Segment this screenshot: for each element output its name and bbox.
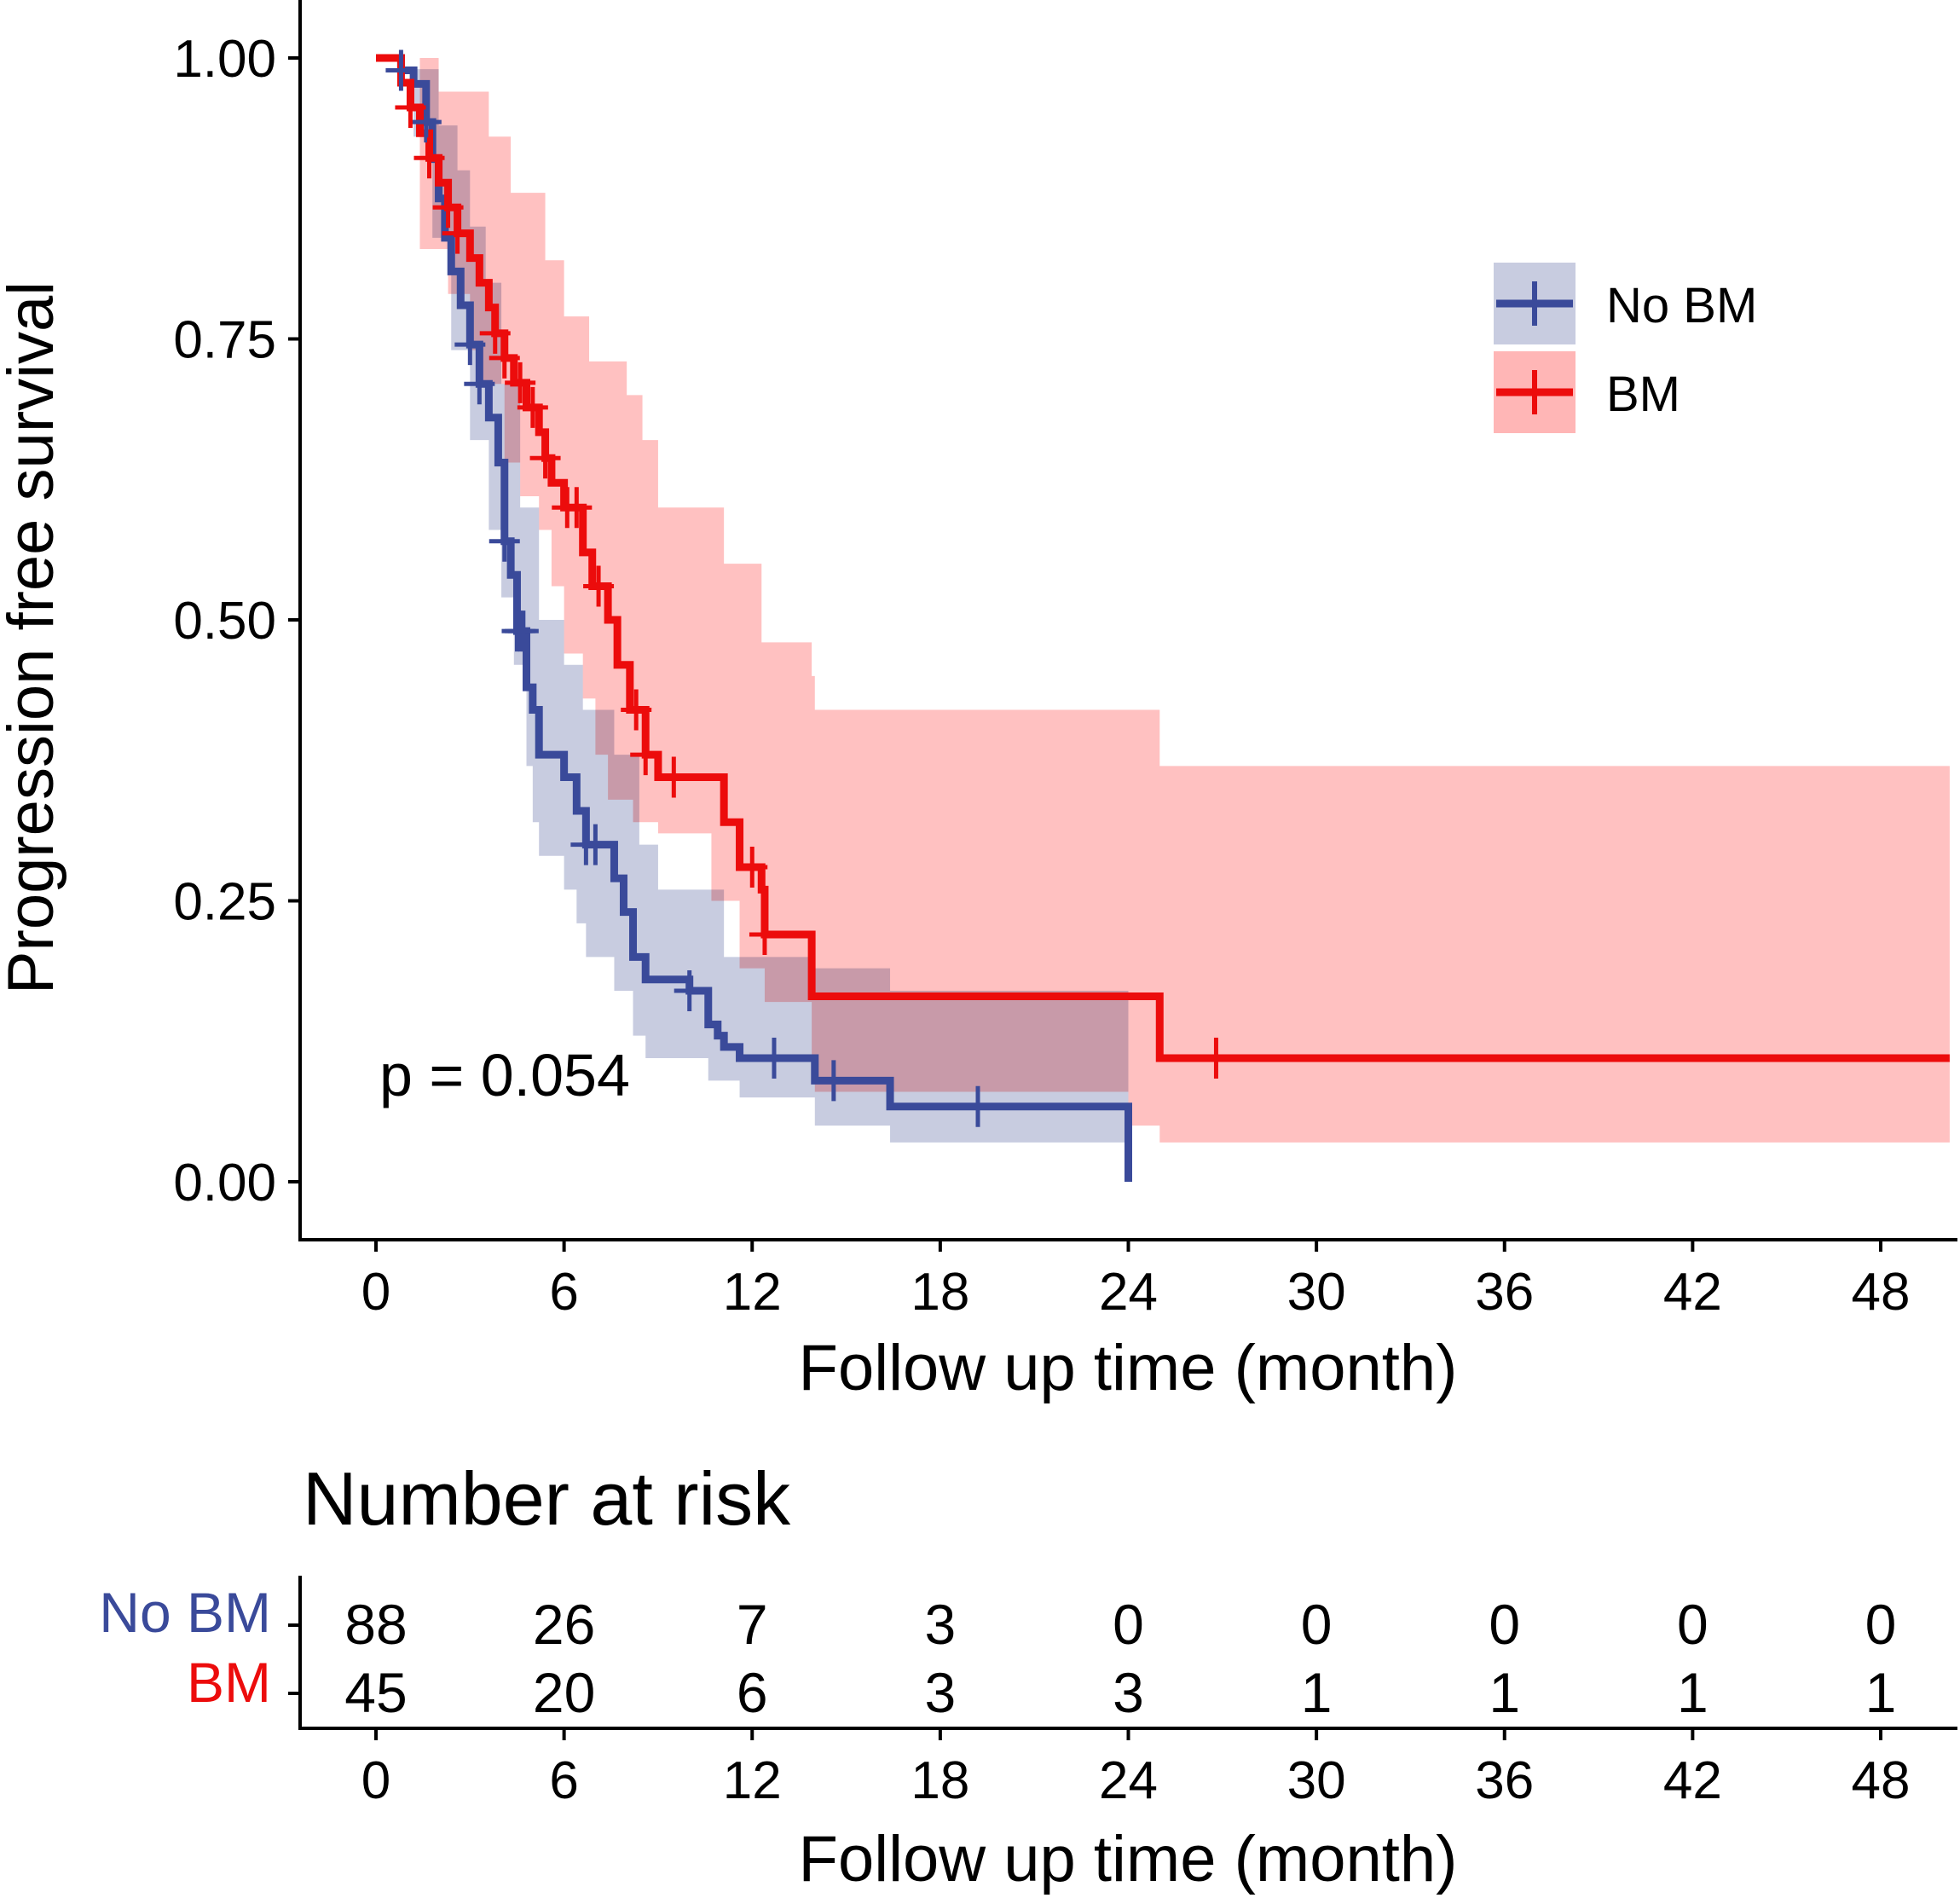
main-y-tick-label: 1.00 (173, 30, 276, 89)
main-x-tick-label: 30 (1287, 1263, 1346, 1322)
risk-row-label-no-bm: No BM (99, 1581, 271, 1644)
risk-x-tick-label: 0 (361, 1751, 390, 1810)
main-axes: 0.00 0.25 0.50 0.75 1.00 0 6 12 18 24 30 36 42 48 (173, 0, 1957, 1322)
risk-row-label-bm: BM (187, 1651, 271, 1714)
risk-x-tick-label: 6 (549, 1751, 578, 1810)
risk-cell-no-bm: 0 (1301, 1593, 1333, 1656)
legend: No BM BM (1494, 263, 1757, 433)
risk-cells: 88 26 7 3 0 0 0 0 045 20 6 3 3 1 1 1 1 (344, 1593, 1896, 1724)
main-x-axis-title: Follow up time (month) (799, 1332, 1458, 1404)
risk-cell-bm: 45 (344, 1661, 407, 1724)
risk-x-tick-label: 12 (723, 1751, 782, 1810)
risk-cell-no-bm: 88 (344, 1593, 407, 1656)
risk-cell-bm: 3 (925, 1661, 957, 1724)
main-x-tick-label: 6 (549, 1263, 578, 1322)
main-x-tick-label: 42 (1663, 1263, 1722, 1322)
risk-x-tick-label: 36 (1475, 1751, 1534, 1810)
main-y-tick-label: 0.50 (173, 592, 276, 651)
risk-axes: 0 6 12 18 24 30 36 42 48 (288, 1576, 1957, 1810)
main-y-axis-title: Progression free survival (0, 281, 67, 994)
ci-band-bm (376, 58, 1950, 1143)
risk-cell-no-bm: 26 (533, 1593, 595, 1656)
main-x-tick-label: 48 (1852, 1263, 1911, 1322)
risk-x-axis-title: Follow up time (month) (799, 1823, 1458, 1895)
km-plot: 0.00 0.25 0.50 0.75 1.00 0 6 12 18 24 30 36 42 48 p =… (0, 0, 1957, 1404)
risk-cell-no-bm: 0 (1677, 1593, 1708, 1656)
main-x-tick-label: 12 (723, 1263, 782, 1322)
main-y-tick-label: 0.25 (173, 873, 276, 932)
risk-cell-no-bm: 7 (737, 1593, 768, 1656)
risk-x-tick-label: 24 (1099, 1751, 1158, 1810)
risk-table-title: Number at risk (303, 1456, 791, 1541)
legend-label-bm: BM (1606, 367, 1680, 422)
risk-x-tick-label: 42 (1663, 1751, 1722, 1810)
risk-cell-bm: 3 (1113, 1661, 1144, 1724)
risk-cell-bm: 6 (737, 1661, 768, 1724)
risk-cell-bm: 1 (1489, 1661, 1520, 1724)
risk-cell-bm: 20 (533, 1661, 595, 1724)
main-x-tick-label: 24 (1099, 1263, 1158, 1322)
main-x-tick-label: 18 (911, 1263, 969, 1322)
risk-cell-no-bm: 0 (1489, 1593, 1520, 1656)
risk-cell-no-bm: 0 (1865, 1593, 1897, 1656)
risk-cell-bm: 1 (1677, 1661, 1708, 1724)
legend-label-no-bm: No BM (1606, 278, 1757, 333)
main-x-tick-label: 0 (361, 1263, 390, 1322)
risk-x-tick-label: 18 (911, 1751, 969, 1810)
censor-marks (385, 49, 1232, 1127)
risk-cell-bm: 1 (1301, 1661, 1333, 1724)
p-value-annotation: p = 0.054 (379, 1042, 630, 1108)
main-x-tick-label: 36 (1475, 1263, 1534, 1322)
main-y-tick-label: 0.00 (173, 1154, 276, 1212)
risk-x-tick-label: 30 (1287, 1751, 1346, 1810)
confidence-bands (376, 58, 1950, 1143)
risk-x-tick-label: 48 (1852, 1751, 1911, 1810)
main-y-tick-label: 0.75 (173, 311, 276, 370)
ci-band-no-bm (376, 58, 1129, 1143)
risk-cell-no-bm: 3 (925, 1593, 957, 1656)
risk-table: Number at risk No BM BM 88 26 7 3 0 0 0 0 045 20 6… (99, 1456, 1957, 1895)
risk-cell-no-bm: 0 (1113, 1593, 1144, 1656)
risk-cell-bm: 1 (1865, 1661, 1897, 1724)
